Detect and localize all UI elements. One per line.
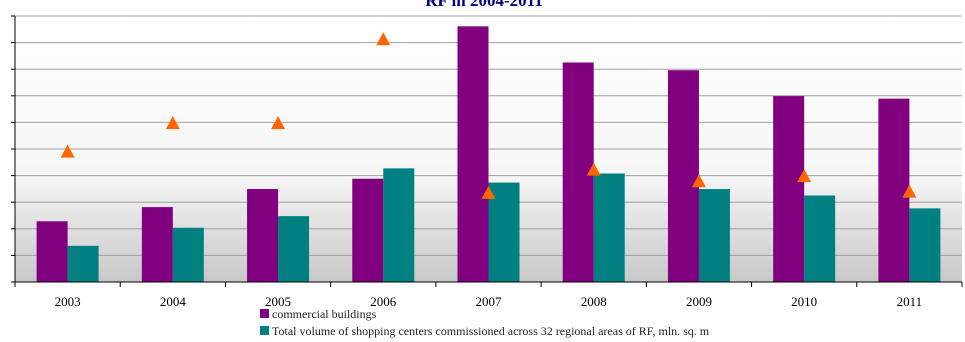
legend: commercial buildings Total volume of shop…: [260, 307, 710, 338]
y-axis: [11, 15, 16, 283]
bar-shopping-centers-2007: [488, 182, 520, 282]
marker-2006: [376, 32, 391, 46]
marker-2008: [586, 162, 601, 176]
x-tick-label: 2011: [897, 294, 923, 309]
markers: [60, 32, 917, 199]
bars: [36, 26, 941, 283]
bar-commercial-buildings-2008: [562, 62, 594, 282]
bar-commercial-buildings-2006: [352, 178, 384, 282]
bar-shopping-centers-2006: [383, 168, 415, 282]
bar-commercial-buildings-2003: [36, 221, 68, 282]
legend-label: commercial buildings: [272, 307, 377, 321]
legend-label: Total volume of shopping centers commiss…: [272, 324, 710, 338]
x-tick-label: 2008: [581, 294, 607, 309]
x-tick-label: 2004: [160, 294, 187, 309]
marker-2004: [165, 116, 180, 130]
marker-2007: [481, 185, 496, 199]
bar-shopping-centers-2008: [593, 173, 625, 282]
bar-shopping-centers-2009: [698, 189, 730, 282]
x-tick-label: 2009: [686, 294, 712, 309]
bar-commercial-buildings-2010: [773, 96, 805, 282]
x-tick-label: 2006: [370, 294, 397, 309]
bar-shopping-centers-2003: [67, 245, 99, 282]
bar-shopping-centers-2010: [804, 195, 836, 282]
bar-shopping-centers-2004: [172, 227, 204, 282]
marker-2003: [60, 144, 75, 158]
chart-title: RF in 2004-2011: [425, 0, 542, 10]
marker-2010: [797, 169, 812, 183]
bar-commercial-buildings-2004: [141, 207, 173, 282]
marker-2009: [691, 174, 706, 188]
legend-swatch: [260, 326, 269, 335]
x-tick-label: 2003: [55, 294, 81, 309]
x-axis: 2003 2004 2005 2006 2007 2008 2009 2010 2011: [11, 281, 963, 309]
x-tick-label: 2010: [791, 294, 817, 309]
bar-commercial-buildings-2011: [878, 98, 910, 282]
bar-commercial-buildings-2005: [247, 189, 279, 282]
bar-commercial-buildings-2009: [667, 70, 699, 283]
legend-swatch: [260, 309, 269, 318]
x-tick-label: 2007: [476, 294, 503, 309]
bar-shopping-centers-2005: [278, 216, 310, 282]
bar-commercial-buildings-2007: [457, 26, 489, 283]
x-tick-label: 2005: [265, 294, 291, 309]
bar-shopping-centers-2011: [909, 208, 941, 282]
marker-2011: [902, 184, 917, 198]
marker-2005: [271, 116, 286, 130]
